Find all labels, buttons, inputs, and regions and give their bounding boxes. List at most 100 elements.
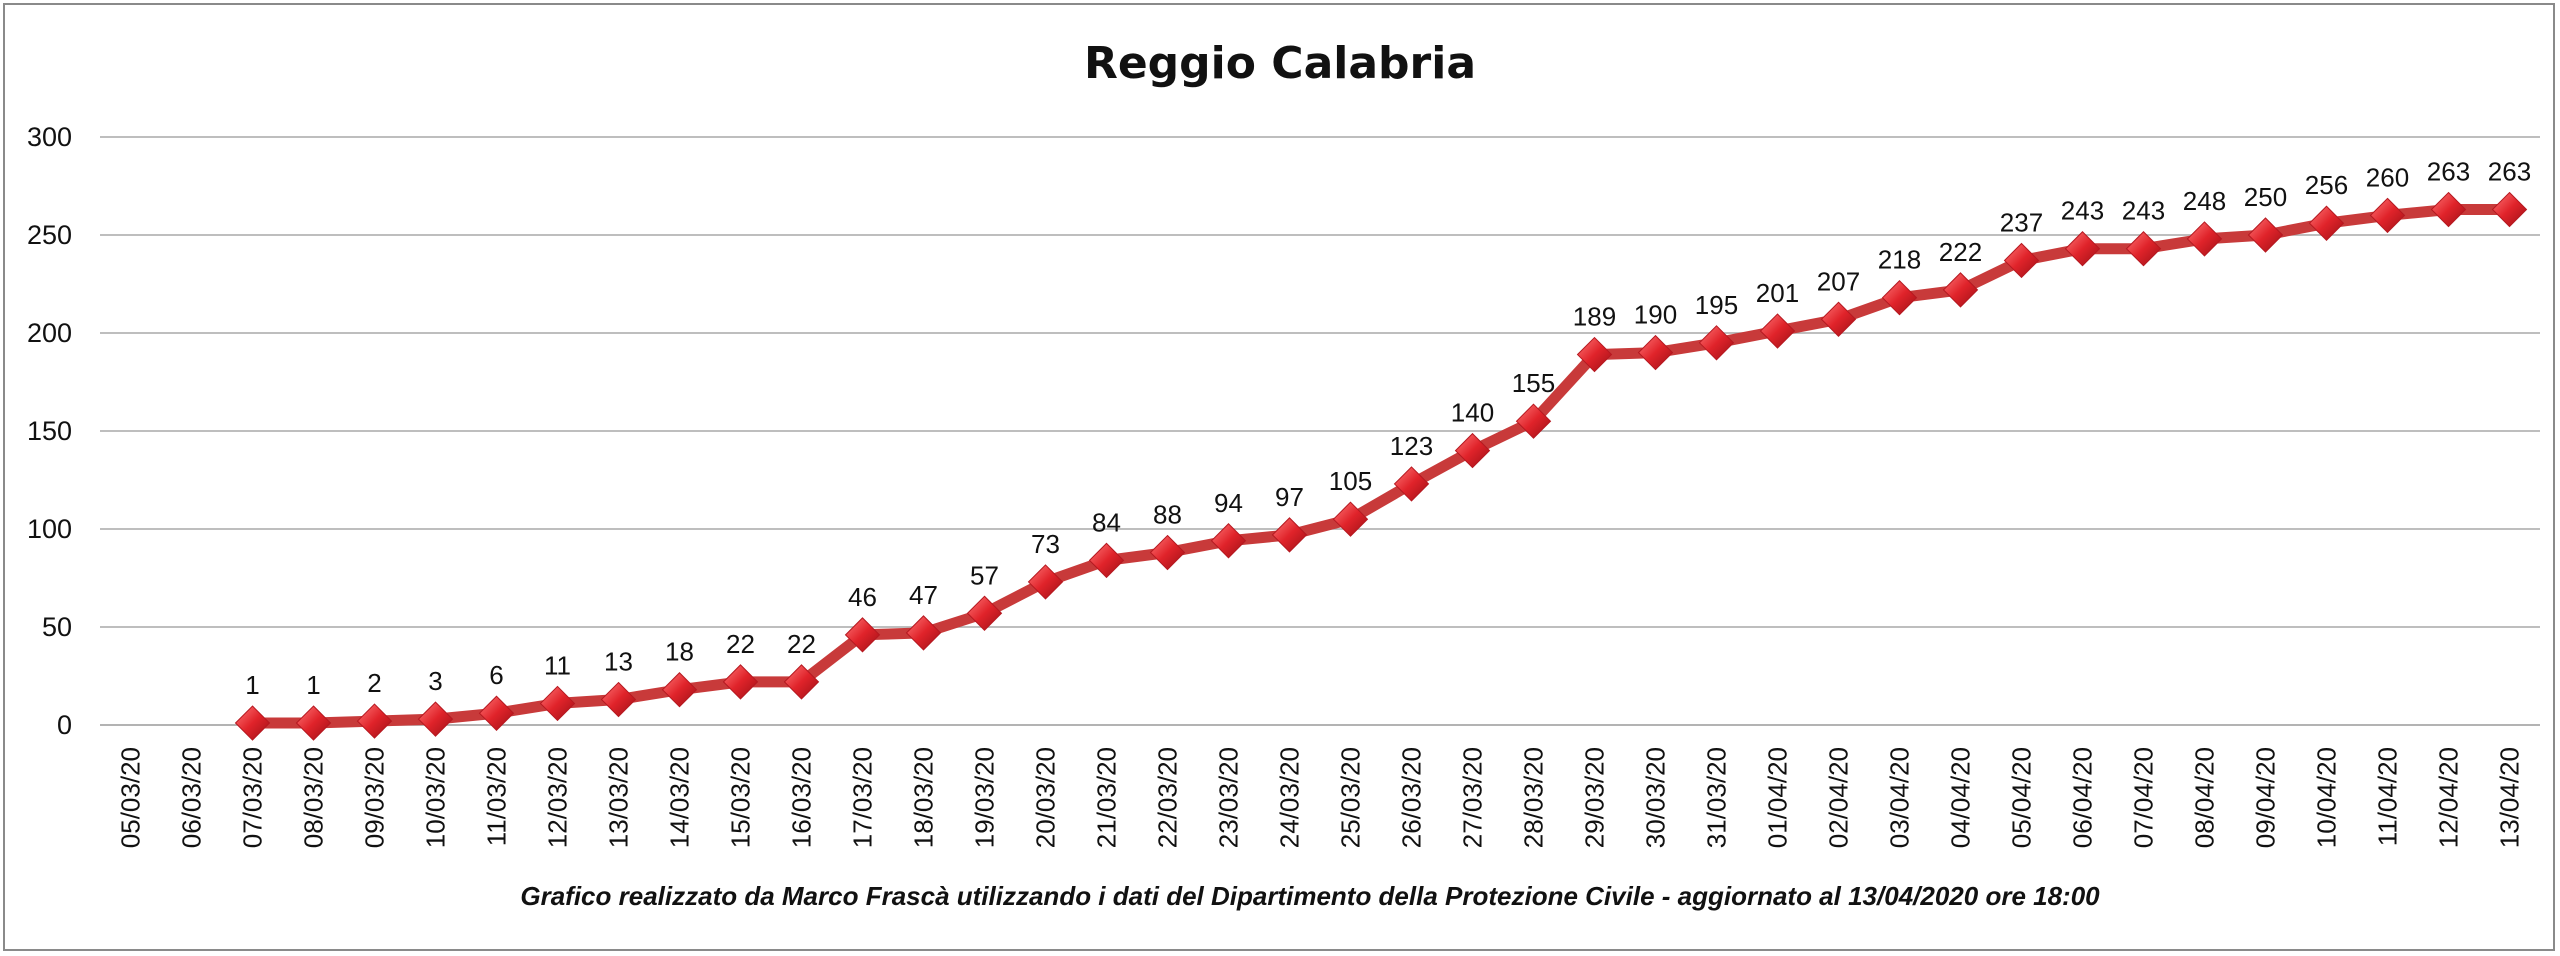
data-point-marker — [295, 705, 332, 741]
data-point-marker — [1820, 301, 1857, 337]
x-tick-label: 11/04/20 — [2373, 747, 2403, 846]
data-label: 237 — [2000, 207, 2043, 237]
x-tick-label: 01/04/20 — [1763, 747, 1793, 848]
x-tick-label: 22/03/20 — [1153, 747, 1183, 848]
data-label: 97 — [1275, 482, 1304, 512]
data-label: 123 — [1390, 431, 1433, 461]
data-label: 218 — [1878, 245, 1921, 275]
gridlines — [100, 136, 2540, 726]
x-tick-label: 07/03/20 — [238, 747, 268, 848]
data-label: 243 — [2122, 196, 2165, 226]
chart-frame — [3, 3, 2555, 951]
data-point-marker — [783, 664, 820, 700]
x-tick-label: 30/03/20 — [1641, 747, 1671, 848]
x-tick-label: 07/04/20 — [2129, 747, 2159, 848]
data-label: 140 — [1451, 398, 1494, 428]
x-tick-label: 31/03/20 — [1702, 747, 1732, 848]
data-label: 248 — [2183, 186, 2226, 216]
data-point-marker — [2186, 221, 2223, 257]
data-label: 263 — [2488, 157, 2531, 187]
data-label: 88 — [1153, 500, 1182, 530]
data-point-marker — [1637, 334, 1674, 371]
data-label: 84 — [1092, 507, 1121, 537]
data-label: 207 — [1817, 266, 1860, 296]
data-label: 243 — [2061, 196, 2104, 226]
data-label: 18 — [665, 637, 694, 667]
y-tick-label: 0 — [57, 710, 72, 740]
y-tick-label: 250 — [27, 220, 72, 250]
data-point-marker — [1515, 403, 1552, 439]
data-label: 190 — [1634, 300, 1677, 330]
data-label: 46 — [848, 582, 877, 612]
data-label: 73 — [1031, 529, 1060, 559]
x-tick-label: 12/03/20 — [543, 747, 573, 848]
data-label: 201 — [1756, 278, 1799, 308]
data-label: 189 — [1573, 302, 1616, 332]
data-point-marker — [2491, 191, 2528, 228]
data-point-marker — [539, 685, 576, 722]
x-tick-label: 28/03/20 — [1519, 747, 1549, 848]
data-point-marker — [905, 615, 942, 651]
y-tick-label: 100 — [27, 514, 72, 544]
data-point-marker — [1210, 523, 1247, 559]
data-point-marker — [2125, 231, 2162, 267]
x-tick-label: 09/04/20 — [2251, 747, 2281, 848]
data-point-marker — [356, 703, 393, 739]
x-tick-label: 18/03/20 — [909, 747, 939, 848]
data-label: 47 — [909, 580, 938, 610]
data-label: 22 — [787, 629, 816, 659]
x-tick-label: 02/04/20 — [1824, 747, 1854, 848]
x-tick-label: 19/03/20 — [970, 747, 1000, 848]
data-label: 13 — [604, 647, 633, 677]
data-label: 263 — [2427, 157, 2470, 187]
data-label: 11 — [544, 650, 571, 680]
data-label: 1 — [245, 670, 259, 700]
data-label: 6 — [489, 660, 503, 690]
x-tick-label: 25/03/20 — [1336, 747, 1366, 848]
data-point-marker — [1454, 432, 1491, 469]
data-point-marker — [844, 617, 881, 653]
x-tick-label: 08/04/20 — [2190, 747, 2220, 848]
y-tick-label: 200 — [27, 318, 72, 348]
data-point-marker — [600, 681, 637, 718]
data-point-marker — [722, 664, 759, 700]
data-point-marker — [2247, 217, 2284, 253]
data-point-marker — [966, 595, 1003, 631]
series-line — [247, 204, 2515, 729]
x-tick-label: 06/03/20 — [177, 747, 207, 848]
data-label: 3 — [428, 666, 442, 696]
x-tick-label: 11/03/20 — [482, 747, 512, 846]
data-point-marker — [1576, 336, 1613, 373]
x-tick-label: 10/03/20 — [421, 747, 451, 848]
data-point-marker — [1698, 325, 1735, 361]
x-axis-ticks: 05/03/20 06/03/20 07/03/20 08/03/20 09/03/20… — [116, 747, 2525, 848]
data-label: 94 — [1214, 488, 1243, 518]
data-point-marker — [2003, 242, 2040, 279]
x-tick-label: 23/03/20 — [1214, 747, 1244, 848]
data-label: 222 — [1939, 237, 1982, 267]
x-tick-label: 14/03/20 — [665, 747, 695, 848]
x-tick-label: 29/03/20 — [1580, 747, 1610, 848]
data-point-marker — [2369, 197, 2406, 234]
data-point-marker — [1088, 542, 1125, 579]
x-tick-label: 26/03/20 — [1397, 747, 1427, 848]
data-point-marker — [2430, 191, 2467, 228]
data-label: 2 — [367, 668, 381, 698]
data-label: 155 — [1512, 368, 1555, 398]
data-point-marker — [1393, 466, 1430, 502]
chart-title: Reggio Calabria — [1084, 38, 1476, 89]
x-tick-label: 13/04/20 — [2495, 747, 2525, 848]
x-tick-label: 03/04/20 — [1885, 747, 1915, 848]
x-tick-label: 21/03/20 — [1092, 747, 1122, 848]
x-tick-label: 16/03/20 — [787, 747, 817, 848]
x-tick-label: 04/04/20 — [1946, 747, 1976, 848]
x-tick-label: 12/04/20 — [2434, 747, 2464, 848]
data-point-marker — [234, 705, 271, 741]
data-point-marker — [478, 695, 515, 731]
data-point-marker — [1271, 517, 1308, 553]
chart-footnote: Grafico realizzato da Marco Frascà utili… — [520, 881, 2100, 911]
x-tick-label: 09/03/20 — [360, 747, 390, 848]
data-label: 22 — [726, 629, 755, 659]
data-label: 260 — [2366, 162, 2409, 192]
